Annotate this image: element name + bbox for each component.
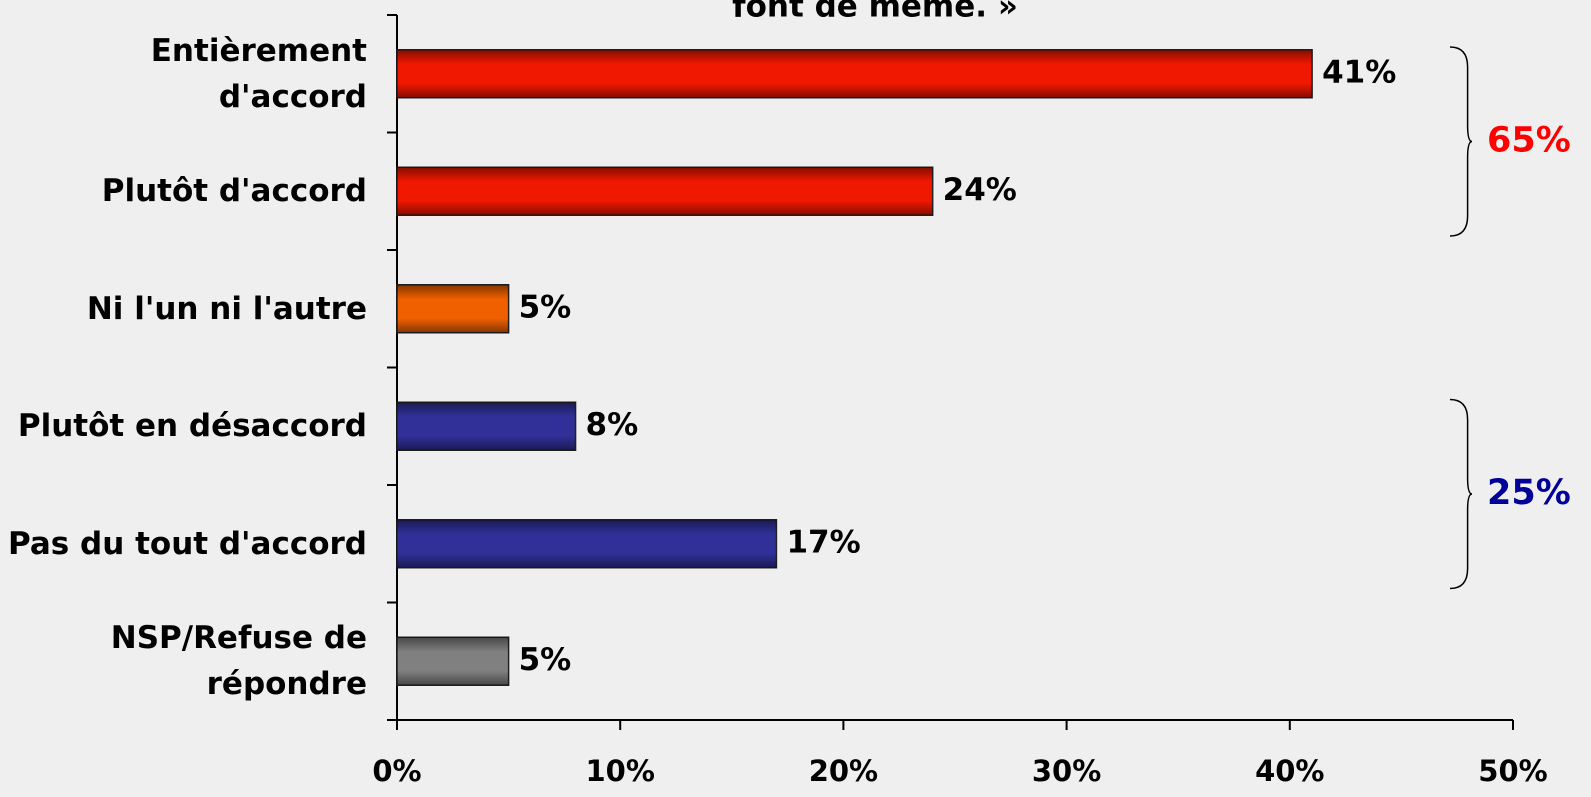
- bar-shade: [397, 284, 509, 333]
- value-label: 41%: [1322, 54, 1396, 90]
- value-label: 5%: [519, 642, 572, 678]
- chart-title: font de même. »: [732, 0, 1018, 25]
- bar-shade: [397, 402, 576, 451]
- x-tick-label: 10%: [585, 754, 654, 788]
- x-tick-label: 30%: [1032, 754, 1101, 788]
- value-label: 8%: [586, 407, 639, 443]
- bracket: [1449, 46, 1473, 237]
- value-label: 17%: [786, 524, 860, 560]
- x-tick-label: 50%: [1478, 754, 1547, 788]
- bar-shade: [397, 49, 1313, 98]
- value-label: 5%: [519, 289, 572, 325]
- bar-shade: [397, 519, 777, 568]
- bar-shade: [397, 637, 509, 686]
- category-label: Entièrement d'accord: [150, 32, 367, 115]
- category-label: Plutôt d'accord: [101, 173, 367, 210]
- x-tick-label: 20%: [809, 754, 878, 788]
- x-tick-label: 40%: [1255, 754, 1324, 788]
- category-label: Pas du tout d'accord: [7, 525, 367, 562]
- value-label: 24%: [943, 172, 1017, 208]
- category-label: Plutôt en désaccord: [17, 408, 367, 445]
- bracket-label: 25%: [1487, 473, 1571, 513]
- bracket: [1449, 398, 1473, 590]
- category-label: NSP/Refuse de répondre: [110, 620, 367, 703]
- x-tick-label: 0%: [372, 754, 421, 788]
- bracket-label: 65%: [1487, 121, 1571, 161]
- bar-shade: [397, 167, 933, 216]
- category-label: Ni l'un ni l'autre: [86, 290, 367, 327]
